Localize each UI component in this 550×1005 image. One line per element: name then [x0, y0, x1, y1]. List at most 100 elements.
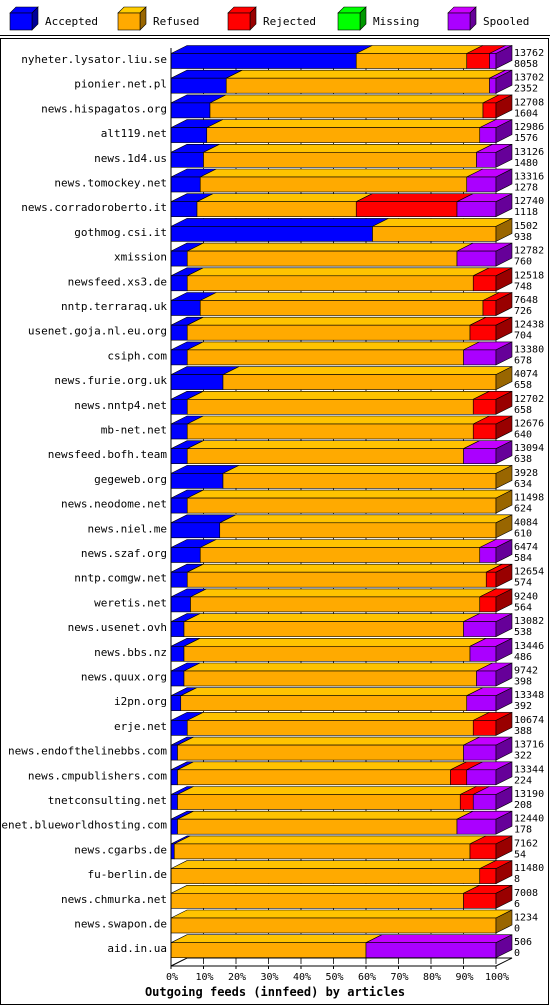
data-label-offered: 13762	[514, 48, 544, 59]
data-label-accepted: 938	[514, 232, 532, 243]
y-tick-label: news.chmurka.net	[61, 893, 167, 906]
bar-segment-refused	[199, 292, 500, 316]
data-label-accepted: 398	[514, 677, 532, 688]
bar-segment-accepted	[170, 292, 217, 316]
legend-label-accepted: Accepted	[45, 15, 98, 28]
bar-row-newsfeed-xs3-de	[170, 267, 513, 292]
bar-row-xmission	[170, 242, 513, 267]
data-label-accepted: 2352	[514, 84, 538, 95]
bar-segment-accepted	[170, 119, 223, 143]
data-label-offered: 506	[514, 937, 532, 948]
data-label-offered: 13190	[514, 789, 544, 800]
bar-segment-rejected	[472, 711, 513, 736]
bar-row-nntp-comgw-net	[170, 563, 513, 588]
y-tick-label: mb-net.net	[101, 424, 167, 437]
bar-row-mb-net-net	[170, 415, 513, 440]
bar-row-gegeweb-org	[170, 464, 513, 489]
data-label-offered: 10674	[514, 715, 544, 726]
x-axis: 0% 10% 20% 30% 40% 50% 60% 70% 80% 90% 100%	[166, 48, 513, 983]
bar-segment-spooled	[476, 662, 513, 687]
x-axis-floor	[170, 957, 513, 967]
bar-segment-rejected	[482, 292, 513, 316]
data-label-offered: 4084	[514, 517, 538, 528]
bar-segment-accepted	[170, 94, 227, 119]
bar-row-alt119-net	[170, 119, 513, 144]
bar-row-news-chmurka-net	[170, 884, 513, 909]
data-label-offered: 7008	[514, 888, 538, 899]
data-label-accepted: 678	[514, 355, 532, 366]
data-label-offered: 1502	[514, 221, 538, 232]
bar-row-tnetconsulting-net	[170, 786, 513, 810]
bar-segment-accepted	[170, 218, 389, 242]
bar-segment-refused	[186, 489, 513, 514]
bar-segment-refused	[186, 316, 487, 341]
data-label-offered: 12708	[514, 97, 544, 108]
y-tick-label: i2pn.org	[114, 695, 167, 708]
bar-segment-spooled	[466, 761, 513, 786]
bar-segment-refused	[186, 341, 480, 366]
bar-segment-refused	[222, 366, 513, 391]
data-label-accepted: 178	[514, 825, 532, 836]
data-label-accepted: 1480	[514, 158, 538, 169]
bar-segment-spooled	[466, 168, 513, 193]
bar-segment-accepted	[170, 45, 373, 69]
data-label-accepted: 6	[514, 899, 520, 910]
legend-label-spooled: Spooled	[483, 15, 529, 28]
x-tick-label: 0%	[166, 972, 178, 983]
bars	[170, 45, 513, 959]
bar-row-csiph-com	[170, 341, 513, 366]
bar-row-usenet-goja-nl-eu-org	[170, 316, 513, 341]
data-label-accepted: 610	[514, 528, 532, 539]
data-label-accepted: 634	[514, 479, 532, 490]
data-label-offered: 12986	[514, 122, 544, 133]
bar-segment-refused	[170, 909, 513, 934]
bar-segment-accepted	[170, 662, 201, 687]
data-label-accepted: 0	[514, 924, 520, 935]
bar-segment-refused	[199, 539, 496, 563]
bar-segment-refused	[186, 440, 480, 465]
data-label-offered: 13446	[514, 641, 544, 652]
y-tick-label: aid.in.ua	[107, 942, 167, 955]
bar-segment-refused	[186, 242, 474, 267]
y-tick-label: erje.net	[114, 720, 167, 733]
bar-segment-refused	[177, 761, 467, 786]
x-tick-label: 50%	[325, 972, 343, 983]
bar-row-i2pn-org	[170, 687, 513, 712]
y-tick-label: news.corradoroberto.it	[21, 201, 167, 214]
bar-row-news-quux-org	[170, 662, 513, 687]
data-label-offered: 13126	[514, 147, 544, 158]
data-label-offered: 9742	[514, 666, 538, 677]
bar-segment-spooled	[463, 341, 513, 366]
data-label-offered: 11498	[514, 493, 544, 504]
data-label-accepted: 224	[514, 775, 532, 786]
y-tick-label: news.quux.org	[81, 671, 167, 684]
y-tick-label: news.niel.me	[88, 522, 167, 535]
data-label-accepted: 1576	[514, 133, 538, 144]
y-tick-label: news.nntp4.net	[74, 399, 167, 412]
bar-segment-spooled	[466, 687, 513, 712]
bar-row-news-hispagatos-org	[170, 94, 513, 119]
y-tick-label: news.tomockey.net	[54, 177, 167, 190]
bar-segment-refused	[180, 687, 483, 712]
data-label-accepted: 704	[514, 331, 532, 342]
bar-segment-refused	[186, 267, 490, 292]
bar-row-news-cgarbs-de	[170, 835, 513, 860]
y-tick-label: news.1d4.us	[94, 152, 167, 165]
bar-row-nntp-terraraq-uk	[170, 292, 513, 316]
bar-row-news-usenet-ovh	[170, 613, 513, 638]
bar-segment-refused	[177, 786, 477, 810]
bar-segment-refused	[186, 415, 490, 440]
bar-row-news-cmpublishers-com	[170, 761, 513, 786]
bar-row-weretis-net	[170, 588, 513, 613]
legend-swatch-missing	[337, 12, 361, 31]
bar-segment-rejected	[472, 267, 513, 292]
bar-segment-rejected	[472, 390, 513, 415]
y-tick-label: news.szaf.org	[81, 547, 167, 560]
bar-segment-refused	[177, 736, 480, 761]
bar-segment-refused	[170, 884, 480, 909]
bar-segment-refused	[183, 662, 493, 687]
bar-segment-spooled	[476, 143, 513, 168]
y-tick-label: newsfeed.bofh.team	[48, 448, 168, 461]
y-tick-label: news.endofthelinebbs.com	[8, 745, 167, 758]
